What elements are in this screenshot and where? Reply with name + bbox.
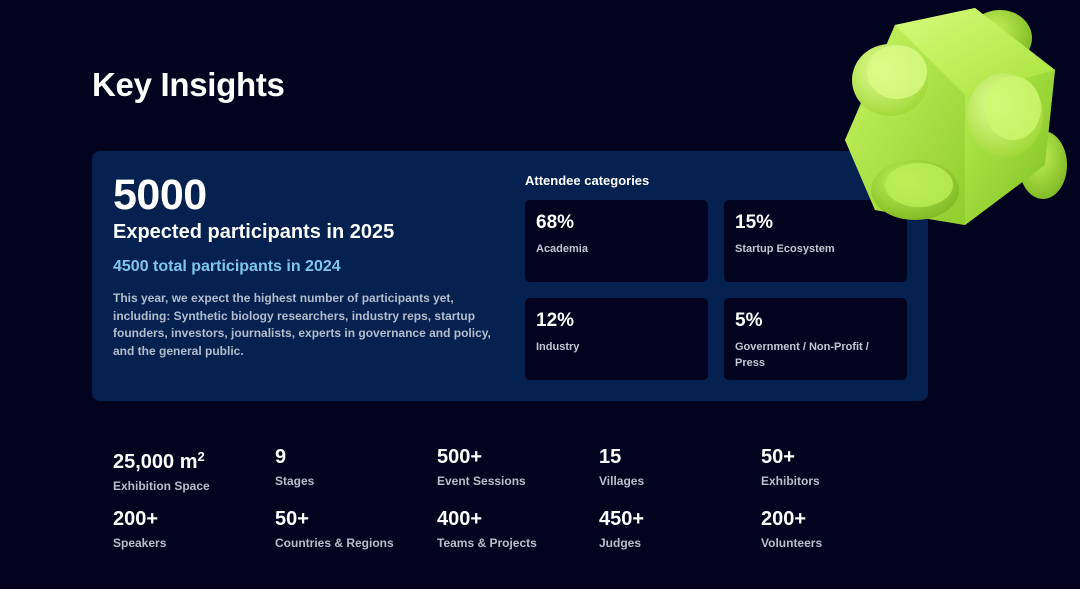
stat-teams-projects: 400+ Teams & Projects xyxy=(437,508,587,550)
stat-value: 50+ xyxy=(761,446,795,468)
lime-3d-block-icon xyxy=(815,0,1080,240)
stat-label: Exhibition Space xyxy=(113,479,210,493)
lime-3d-block-graphic xyxy=(845,8,1067,225)
category-industry: 12% Industry xyxy=(525,298,708,380)
stat-label: Villages xyxy=(599,474,645,488)
category-percent: 68% xyxy=(536,212,575,233)
category-academia: 68% Academia xyxy=(525,200,708,282)
stat-event-sessions: 500+ Event Sessions xyxy=(437,446,587,488)
stat-villages: 15 Villages xyxy=(599,446,749,488)
stat-countries-regions: 50+ Countries & Regions xyxy=(275,508,425,550)
stat-stages: 9 Stages xyxy=(275,446,425,488)
participants-number: 5000 xyxy=(113,171,207,219)
category-startup-ecosystem: 15% Startup Ecosystem xyxy=(724,200,907,282)
participants-card: 5000 Expected participants in 2025 4500 … xyxy=(92,151,928,401)
stat-value: 9 xyxy=(275,446,287,468)
stat-value: 500+ xyxy=(437,446,483,468)
stat-label: Judges xyxy=(599,536,642,550)
stat-label: Exhibitors xyxy=(761,474,820,488)
previous-year-participants: 4500 total participants in 2024 xyxy=(113,258,341,275)
stat-value: 25,000 m2 xyxy=(113,449,205,473)
category-label: Startup Ecosystem xyxy=(735,243,835,255)
stat-label: Volunteers xyxy=(761,536,823,550)
stat-label: Speakers xyxy=(113,536,167,550)
stat-value: 450+ xyxy=(599,508,645,530)
category-label: Government / Non-Profit / Press xyxy=(735,341,869,369)
page-title: Key Insights xyxy=(92,66,285,103)
stat-label: Stages xyxy=(275,474,315,488)
participants-description: This year, we expect the highest number … xyxy=(113,291,491,358)
stat-volunteers: 200+ Volunteers xyxy=(761,508,911,550)
participants-subtitle: Expected participants in 2025 xyxy=(113,221,395,243)
stat-label: Teams & Projects xyxy=(437,536,537,550)
stat-value: 15 xyxy=(599,446,622,468)
stat-superscript: 2 xyxy=(197,449,205,464)
category-label: Industry xyxy=(536,341,580,353)
stat-exhibition-space: 25,000 m2 Exhibition Space xyxy=(113,446,263,493)
category-percent: 5% xyxy=(735,310,763,331)
stat-value: 200+ xyxy=(113,508,159,530)
stat-judges: 450+ Judges xyxy=(599,508,749,550)
stat-exhibitors: 50+ Exhibitors xyxy=(761,446,911,488)
stat-value: 50+ xyxy=(275,508,309,530)
stat-speakers: 200+ Speakers xyxy=(113,508,263,550)
category-percent: 15% xyxy=(735,212,774,233)
attendee-categories-title: Attendee categories xyxy=(525,173,650,188)
stat-value: 200+ xyxy=(761,508,807,530)
category-label: Academia xyxy=(536,243,588,255)
category-percent: 12% xyxy=(536,310,575,331)
stat-value: 400+ xyxy=(437,508,483,530)
stat-label: Countries & Regions xyxy=(275,536,394,550)
stat-label: Event Sessions xyxy=(437,474,526,488)
category-government-nonprofit-press: 5% Government / Non-Profit / Press xyxy=(724,298,907,380)
